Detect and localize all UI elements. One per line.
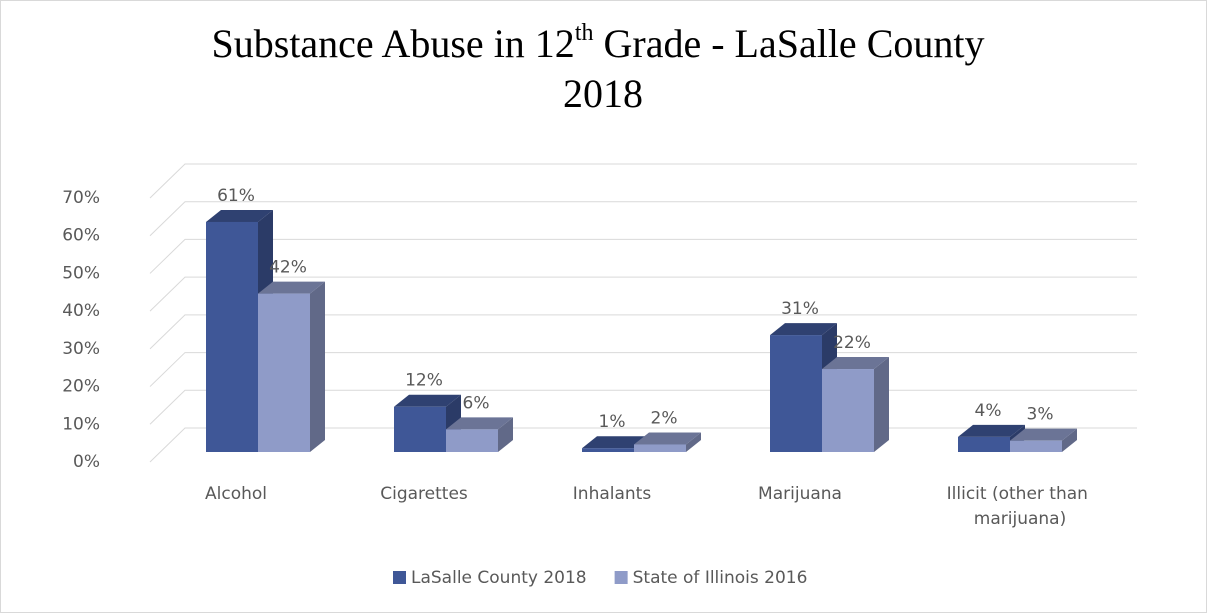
- bar-top: [258, 281, 325, 294]
- grid-line: [149, 314, 1137, 350]
- y-tick-label: 50%: [62, 263, 100, 283]
- grid-line: [149, 163, 1137, 199]
- chart-title: Substance Abuse in 12th Grade - LaSalle …: [212, 20, 995, 117]
- data-label: 31%: [781, 299, 819, 319]
- bar: [1010, 440, 1062, 452]
- bar: [958, 436, 1010, 452]
- bar-top: [822, 357, 889, 370]
- bar: [634, 444, 686, 452]
- data-label: 61%: [217, 186, 255, 206]
- bar: [822, 369, 874, 452]
- y-tick-label: 70%: [62, 188, 100, 208]
- bar-top: [582, 436, 649, 449]
- bar-top: [770, 323, 837, 336]
- x-tick-label: Alcohol: [205, 484, 267, 504]
- bar-side: [874, 357, 889, 452]
- bar-top: [958, 424, 1025, 437]
- bar: [394, 406, 446, 452]
- bar-side: [498, 417, 513, 452]
- grid-line: [149, 201, 1137, 237]
- bar-top: [1010, 428, 1077, 441]
- bar-side: [686, 432, 701, 452]
- x-tick-label: Illicit (other than marijuana): [947, 484, 1094, 529]
- bar: [206, 221, 258, 452]
- x-tick-label: Inhalants: [573, 484, 652, 504]
- data-label: 12%: [405, 371, 443, 391]
- bar-top: [634, 432, 701, 445]
- data-label: 2%: [651, 408, 678, 428]
- data-label: 22%: [833, 333, 871, 353]
- bar-side: [310, 281, 325, 452]
- legend-label: State of Illinois 2016: [633, 568, 808, 588]
- bar: [582, 448, 634, 452]
- data-label: 1%: [599, 412, 626, 432]
- bar-side: [1062, 428, 1077, 452]
- y-tick-label: 40%: [62, 301, 100, 321]
- bar: [770, 335, 822, 452]
- data-label: 3%: [1027, 405, 1054, 425]
- legend-swatch: [393, 571, 406, 584]
- y-tick-label: 20%: [62, 377, 100, 397]
- legend-swatch: [614, 571, 628, 584]
- y-tick-label: 0%: [73, 452, 100, 472]
- bar: [258, 293, 310, 452]
- bar-top: [206, 209, 273, 222]
- grid-line: [149, 276, 1137, 312]
- x-tick-label: Marijuana: [758, 484, 842, 504]
- data-label: 4%: [975, 401, 1002, 421]
- y-tick-label: 10%: [62, 414, 100, 434]
- bar: [446, 429, 498, 452]
- data-label: 42%: [269, 258, 307, 278]
- y-tick-label: 30%: [62, 339, 100, 359]
- data-label: 6%: [463, 393, 490, 413]
- y-tick-label: 60%: [62, 226, 100, 246]
- bar-top: [446, 417, 513, 430]
- grid-line: [149, 238, 1137, 274]
- bar-top: [394, 394, 461, 407]
- legend-label: LaSalle County 2018: [411, 568, 587, 588]
- x-tick-label: Cigarettes: [380, 484, 468, 504]
